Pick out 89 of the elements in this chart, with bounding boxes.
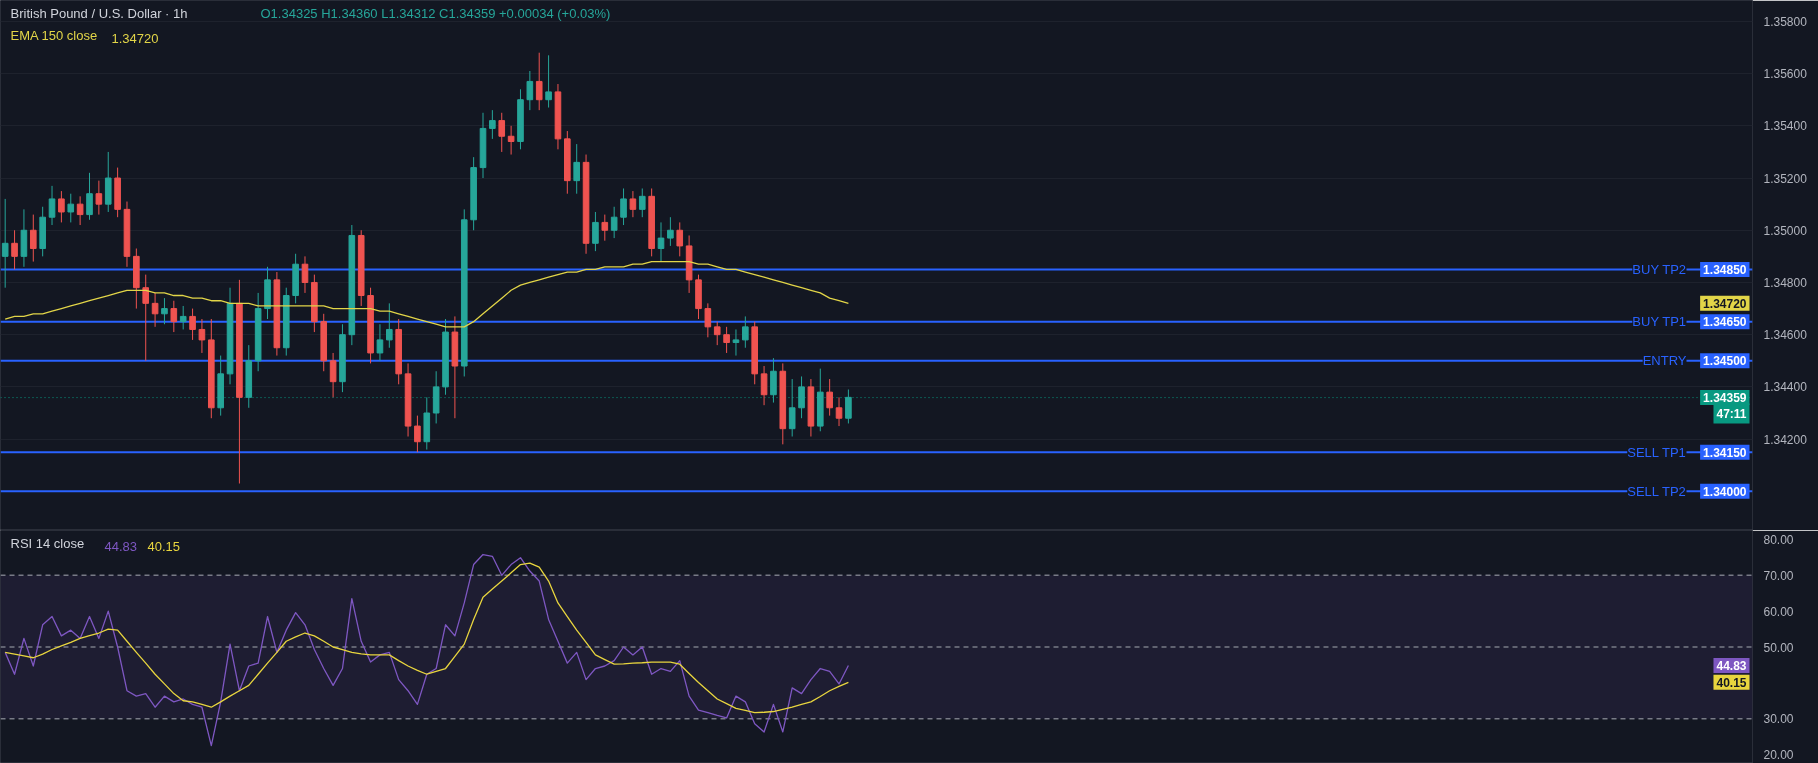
candlestick <box>329 352 337 398</box>
candlestick <box>386 302 393 349</box>
y-tick-label: 1.34600 <box>1763 328 1808 343</box>
candlestick <box>1 198 9 289</box>
candlestick <box>573 143 580 195</box>
annotation: 44.83 <box>1716 659 1747 674</box>
candlestick <box>151 292 159 328</box>
y-tick-label: 1.35000 <box>1763 223 1808 238</box>
annotation: 47:11 <box>1716 406 1747 421</box>
chart-title: RSI 14 close <box>10 535 85 551</box>
candlestick <box>526 70 534 111</box>
candlestick <box>798 375 805 419</box>
chart-title: British Pound / U.S. Dollar · 1h <box>10 5 188 21</box>
candlestick <box>67 193 75 223</box>
y-tick-label: 1.35600 <box>1763 67 1808 82</box>
candlestick <box>95 180 103 216</box>
candlestick <box>742 315 749 349</box>
candlestick <box>179 305 187 330</box>
candlestick <box>845 389 852 424</box>
candlestick <box>620 187 627 226</box>
candlestick <box>713 321 721 346</box>
line-series <box>4 260 850 328</box>
candlestick <box>161 297 168 325</box>
candlestick <box>376 323 384 362</box>
annotation: 44.83 <box>104 538 138 554</box>
candlestick <box>414 415 421 453</box>
candlestick <box>29 214 37 263</box>
candlestick <box>535 52 543 111</box>
annotation: 40.15 <box>147 538 181 554</box>
annotation: 1.34720 <box>111 30 159 46</box>
candlestick <box>657 221 665 263</box>
candlestick <box>676 221 684 257</box>
candlestick <box>507 125 515 156</box>
ref-line-label: SELL TP2 <box>1627 483 1686 499</box>
y-tick-label: 1.35800 <box>1763 14 1808 29</box>
y-tick-label: 1.35400 <box>1763 119 1808 134</box>
candlestick <box>610 206 618 239</box>
annotation: 1.34359 <box>1703 391 1747 406</box>
candlestick <box>170 300 178 333</box>
ref-line-label: ENTRY <box>1642 353 1687 369</box>
y-tick-label: 1.34200 <box>1763 432 1808 447</box>
candlestick <box>732 328 740 357</box>
annotation: 1.34000 <box>1703 484 1747 499</box>
candlestick <box>723 326 730 354</box>
candlestick <box>142 274 150 362</box>
chart-subtitle: O1.34325 H1.34360 L1.34312 C1.34359 +0.00034 (+0.03%) <box>260 5 611 21</box>
y-tick-label: 80.00 <box>1763 532 1794 547</box>
annotation: 1.34650 <box>1703 315 1747 330</box>
candlestick <box>629 190 637 218</box>
candlestick <box>667 216 674 247</box>
candlestick <box>545 54 552 109</box>
candlestick <box>498 112 506 153</box>
candlestick <box>198 318 206 354</box>
annotation: 40.15 <box>1716 675 1747 690</box>
candlestick <box>76 195 84 226</box>
candlestick <box>638 187 646 218</box>
candlestick <box>760 365 768 406</box>
y-tick-label: 30.00 <box>1763 712 1794 727</box>
line-series <box>4 553 850 747</box>
candlestick <box>301 255 309 294</box>
candlestick <box>835 396 843 427</box>
candlestick <box>489 109 496 140</box>
candlestick <box>788 378 796 438</box>
candlestick <box>11 229 18 270</box>
y-tick-label: 60.00 <box>1763 604 1794 619</box>
ref-line-label: SELL TP1 <box>1627 444 1686 460</box>
candlestick <box>86 172 93 221</box>
y-tick-label: 70.00 <box>1763 568 1794 583</box>
candlestick <box>826 378 833 417</box>
candlestick <box>189 308 196 341</box>
line-series <box>4 562 850 714</box>
annotation: 1.34720 <box>1703 296 1747 311</box>
annotation: 1.34150 <box>1703 445 1747 460</box>
y-tick-label: 50.00 <box>1763 640 1794 655</box>
y-tick-label: 1.35200 <box>1763 171 1808 186</box>
candlestick <box>704 302 712 338</box>
y-tick-label: 1.34400 <box>1763 380 1808 395</box>
y-tick-label: 20.00 <box>1763 748 1794 763</box>
ref-line-label: BUY TP1 <box>1632 314 1687 330</box>
annotation: 1.34500 <box>1703 354 1747 369</box>
ref-line-label: BUY TP2 <box>1632 261 1687 277</box>
candlestick <box>58 190 65 223</box>
candlestick <box>601 214 609 242</box>
candlestick <box>770 357 777 404</box>
annotation: 1.34850 <box>1703 262 1747 277</box>
y-tick-label: 1.34800 <box>1763 275 1808 290</box>
candlestick <box>48 185 56 226</box>
text: EMA 150 close <box>10 27 98 43</box>
candlestick <box>592 211 599 252</box>
